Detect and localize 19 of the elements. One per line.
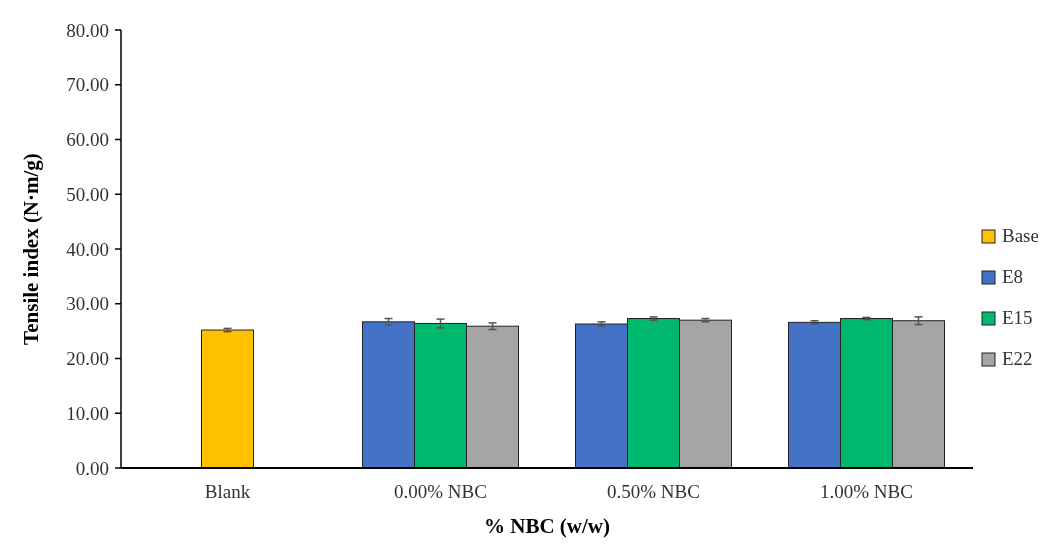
y-tick-label: 30.00	[66, 293, 109, 315]
y-tick-label: 50.00	[66, 183, 109, 205]
y-tick-label: 80.00	[66, 19, 109, 41]
y-tick-label: 0.00	[75, 457, 109, 479]
y-tick-label: 40.00	[66, 238, 109, 260]
x-axis-title: % NBC (w/w)	[484, 514, 610, 538]
x-tick-label: 1.00% NBC	[820, 481, 913, 502]
y-tick-label: 20.00	[66, 348, 109, 370]
x-tick-label: 0.00% NBC	[394, 481, 487, 502]
legend-label: E22	[1002, 348, 1033, 369]
x-tick-label: 0.50% NBC	[607, 481, 700, 502]
y-tick-label: 60.00	[66, 129, 109, 151]
x-tick-label: Blank	[204, 481, 251, 502]
legend-label: E8	[1002, 266, 1024, 287]
y-tick-label: 10.00	[66, 402, 109, 424]
legend-label: Base	[1002, 225, 1039, 246]
y-axis-title: Tensile index (N·m/g)	[19, 153, 43, 345]
legend-label: E15	[1002, 307, 1033, 328]
y-tick-label: 70.00	[66, 74, 109, 96]
